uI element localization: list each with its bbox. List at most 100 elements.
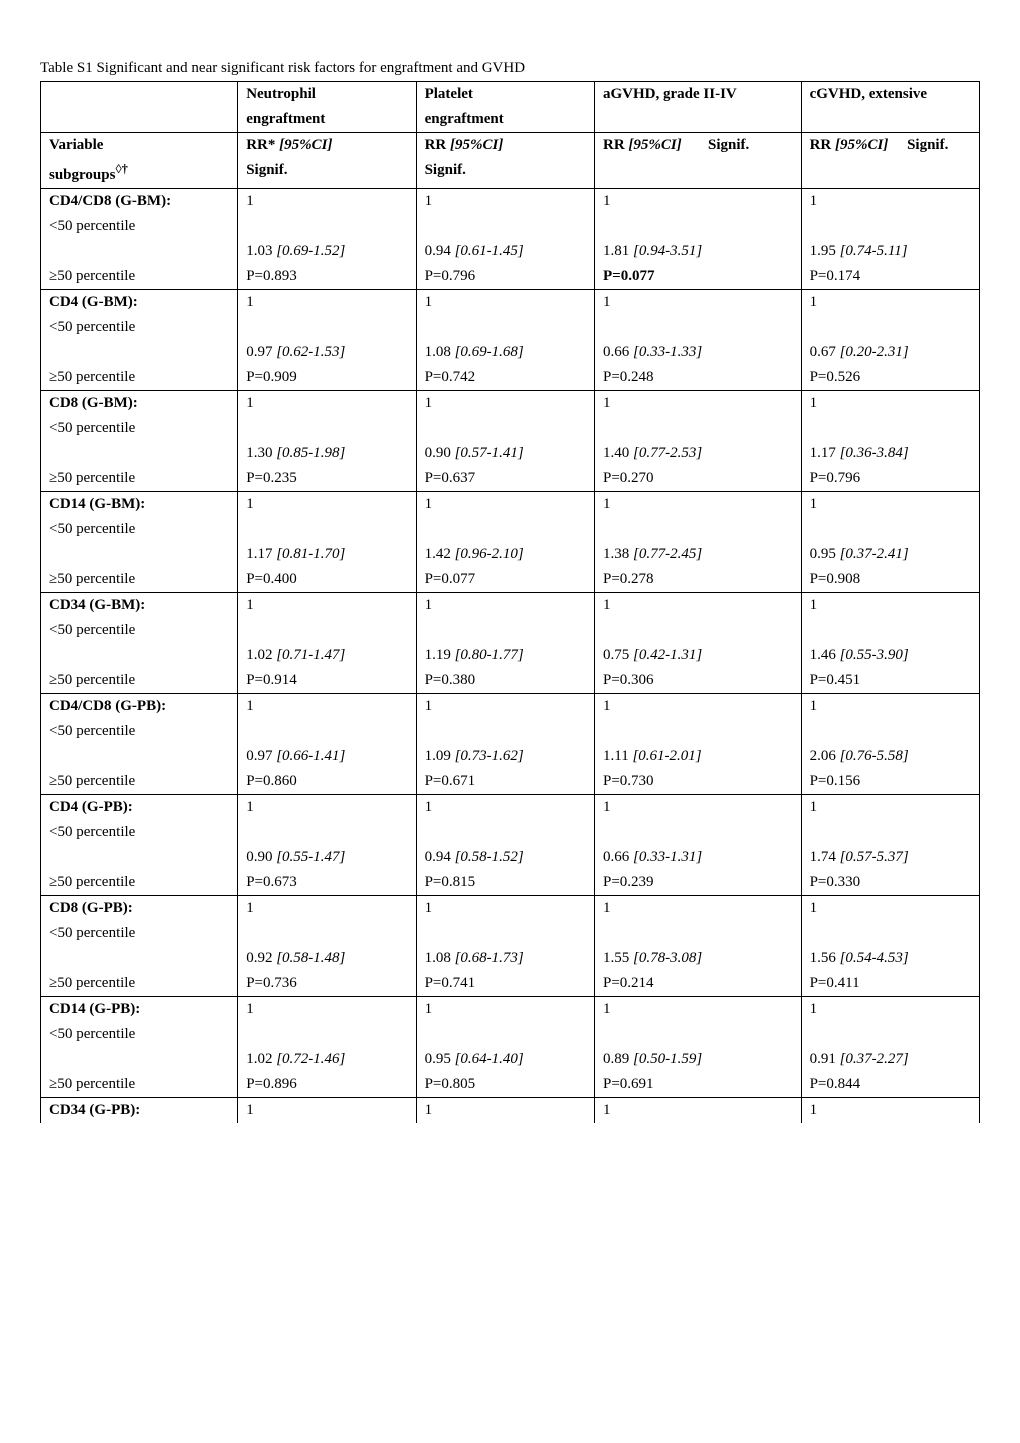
cell-blank: [595, 921, 802, 946]
cell-n-p: P=0.736: [238, 971, 416, 997]
cell-n-rr: 1.02 [0.72-1.46]: [238, 1047, 416, 1072]
header-subgroups: subgroups◊†: [41, 158, 238, 189]
cell-blank: [801, 618, 979, 643]
cell-a-ref: 1: [595, 492, 802, 518]
cell-blank: [238, 517, 416, 542]
row-label: CD8 (G-PB):: [41, 896, 238, 922]
ci-label: [95%CI]: [446, 137, 503, 153]
row-sub2: ≥50 percentile: [41, 1072, 238, 1098]
header-platelet2: engraftment: [416, 107, 594, 133]
row-sub1: <50 percentile: [41, 1022, 238, 1047]
cell-a-rr: 0.89 [0.50-1.59]: [595, 1047, 802, 1072]
header-blank: [41, 82, 238, 108]
cell-blank: [416, 921, 594, 946]
row-label: CD34 (G-BM):: [41, 593, 238, 619]
cell-c-ref: 1: [801, 896, 979, 922]
cell-p-p: P=0.815: [416, 870, 594, 896]
header-neutrophil: Neutrophil: [238, 82, 416, 108]
cell-c-rr: 0.95 [0.37-2.41]: [801, 542, 979, 567]
cell-c-ref: 1: [801, 795, 979, 821]
rr-label: RR: [810, 137, 832, 153]
cell-c-p: P=0.330: [801, 870, 979, 896]
cell-p-p: P=0.796: [416, 264, 594, 290]
cell-blank: [238, 416, 416, 441]
cell-c-rr: 1.56 [0.54-4.53]: [801, 946, 979, 971]
cell-blank: [238, 214, 416, 239]
cell-c-rr: 1.46 [0.55-3.90]: [801, 643, 979, 668]
cell-c-p: P=0.526: [801, 365, 979, 391]
header-rr-agvhd: RR [95%CI] Signif.: [595, 133, 802, 159]
row-label: CD14 (G-PB):: [41, 997, 238, 1023]
cell-blank: [801, 820, 979, 845]
cell-a-ref: 1: [595, 593, 802, 619]
cell-n-ref: 1: [238, 189, 416, 215]
cell-c-ref: 1: [801, 593, 979, 619]
cell-c-rr: 2.06 [0.76-5.58]: [801, 744, 979, 769]
cell-a-rr: 1.81 [0.94-3.51]: [595, 239, 802, 264]
cell-a-ref: 1: [595, 1098, 802, 1124]
cell-a-ref: 1: [595, 189, 802, 215]
cell-n-rr: 0.97 [0.62-1.53]: [238, 340, 416, 365]
ci-label: [95%CI]: [831, 137, 888, 153]
cell-a-p: P=0.270: [595, 466, 802, 492]
row-blank: [41, 643, 238, 668]
cell-p-ref: 1: [416, 391, 594, 417]
cell-p-rr: 0.94 [0.61-1.45]: [416, 239, 594, 264]
cell-p-rr: 1.08 [0.69-1.68]: [416, 340, 594, 365]
header-blank2: [41, 107, 238, 133]
cell-p-p: P=0.805: [416, 1072, 594, 1098]
header-agvhd: aGVHD, grade II-IV: [595, 82, 802, 108]
row-sub2: ≥50 percentile: [41, 769, 238, 795]
cell-c-ref: 1: [801, 694, 979, 720]
row-label: CD14 (G-BM):: [41, 492, 238, 518]
row-label: CD4 (G-PB):: [41, 795, 238, 821]
cell-a-p: P=0.730: [595, 769, 802, 795]
cell-p-p: P=0.380: [416, 668, 594, 694]
cell-c-ref: 1: [801, 997, 979, 1023]
cell-blank: [416, 820, 594, 845]
cell-blank: [416, 214, 594, 239]
header-signif-n: Signif.: [238, 158, 416, 189]
cell-n-p: P=0.400: [238, 567, 416, 593]
cell-n-p: P=0.909: [238, 365, 416, 391]
cell-p-ref: 1: [416, 997, 594, 1023]
cell-n-rr: 0.90 [0.55-1.47]: [238, 845, 416, 870]
cell-p-p: P=0.741: [416, 971, 594, 997]
signif-label: Signif.: [907, 137, 948, 153]
cell-n-p: P=0.673: [238, 870, 416, 896]
cell-a-rr: 0.75 [0.42-1.31]: [595, 643, 802, 668]
rr-label: RR: [603, 137, 625, 153]
cell-blank: [595, 1022, 802, 1047]
cell-c-p: P=0.908: [801, 567, 979, 593]
header-cgvhd: cGVHD, extensive: [801, 82, 979, 108]
cell-a-rr: 0.66 [0.33-1.33]: [595, 340, 802, 365]
ci-label: [95%CI]: [625, 137, 682, 153]
signif-label: Signif.: [708, 137, 749, 153]
row-label: CD4/CD8 (G-PB):: [41, 694, 238, 720]
subgroups-sup: ◊†: [115, 162, 127, 176]
cell-p-p: P=0.671: [416, 769, 594, 795]
cell-p-ref: 1: [416, 694, 594, 720]
cell-n-ref: 1: [238, 795, 416, 821]
cell-blank: [801, 921, 979, 946]
header-variable: Variable: [41, 133, 238, 159]
header-signif-c: [801, 158, 979, 189]
cell-p-ref: 1: [416, 896, 594, 922]
cell-n-ref: 1: [238, 1098, 416, 1124]
cell-n-ref: 1: [238, 492, 416, 518]
cell-n-p: P=0.896: [238, 1072, 416, 1098]
cell-a-ref: 1: [595, 997, 802, 1023]
cell-blank: [238, 618, 416, 643]
cell-c-p: P=0.174: [801, 264, 979, 290]
cell-c-p: P=0.411: [801, 971, 979, 997]
row-blank: [41, 441, 238, 466]
results-table: Neutrophil Platelet aGVHD, grade II-IV c…: [40, 81, 980, 1123]
row-sub1: <50 percentile: [41, 719, 238, 744]
cell-blank: [416, 719, 594, 744]
cell-blank: [238, 921, 416, 946]
cell-blank: [595, 618, 802, 643]
row-blank: [41, 744, 238, 769]
cell-blank: [595, 719, 802, 744]
cell-blank: [801, 416, 979, 441]
row-sub1: <50 percentile: [41, 214, 238, 239]
